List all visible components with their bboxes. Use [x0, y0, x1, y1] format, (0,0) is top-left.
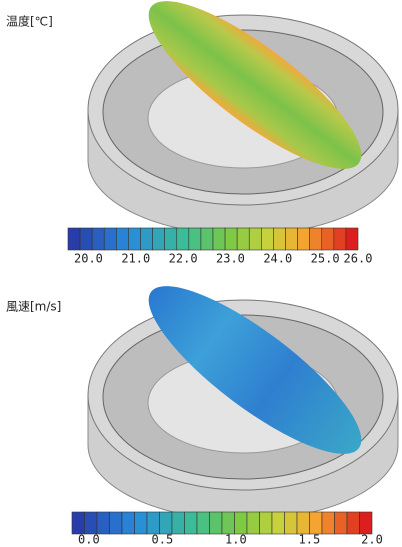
colorbar-segment: [72, 512, 85, 534]
colorbar-segment: [285, 512, 298, 534]
colorbar-segment: [360, 512, 373, 534]
panel-label: 風速[m/s]: [6, 300, 61, 314]
colorbar-segment: [92, 228, 104, 250]
colorbar-tick-label: 0.0: [78, 533, 100, 547]
figure: 20.0 21.0 22.0 23.0 24.0 25.0 26.0 0.0 0.5 1.0 1.5…: [0, 0, 402, 547]
colorbar-segment: [97, 512, 110, 534]
colorbar-segment: [189, 228, 201, 250]
colorbar-segment: [160, 512, 173, 534]
stadium: [88, 261, 398, 520]
colorbar-segment: [322, 512, 335, 534]
colorbar-tick-label: 2.0: [361, 533, 383, 547]
colorbar-segment: [85, 512, 98, 534]
colorbar-segment: [147, 512, 160, 534]
colorbar-tick-label: 20.0: [74, 252, 103, 266]
colorbar-segment: [273, 228, 285, 250]
colorbar-segment: [116, 228, 128, 250]
colorbar-segment: [104, 228, 116, 250]
colorbar-segment: [310, 512, 323, 534]
colorbar-segment: [322, 228, 334, 250]
colorbar-segment: [249, 228, 261, 250]
colorbar-segment: [197, 512, 210, 534]
colorbar-segment: [298, 228, 310, 250]
colorbar-segment: [210, 512, 223, 534]
colorbar-segment: [237, 228, 249, 250]
colorbar-tick-label: 26.0: [344, 252, 373, 266]
colorbar-segment: [165, 228, 177, 250]
colorbar-segment: [261, 228, 273, 250]
colorbar-segment: [235, 512, 248, 534]
colorbar-segment: [260, 512, 273, 534]
colorbar-segment: [172, 512, 185, 534]
colorbar-segment: [297, 512, 310, 534]
colorbar-segment: [225, 228, 237, 250]
colorbar-segment: [222, 512, 235, 534]
colorbar-segment: [201, 228, 213, 250]
colorbar-segment: [141, 228, 153, 250]
colorbar-segment: [213, 228, 225, 250]
colorbar-segment: [334, 228, 346, 250]
colorbar-segment: [122, 512, 135, 534]
colorbar-segment: [286, 228, 298, 250]
colorbar-tick-label: 1.5: [299, 533, 321, 547]
colorbar-segment: [153, 228, 165, 250]
colorbar-segment: [135, 512, 148, 534]
colorbar-segment: [247, 512, 260, 534]
colorbar-segment: [310, 228, 322, 250]
colorbar-tick-label: 23.0: [216, 252, 245, 266]
colorbar-segment: [177, 228, 189, 250]
colorbar-tick-label: 24.0: [263, 252, 292, 266]
colorbar-segment: [80, 228, 92, 250]
colorbar-segment: [272, 512, 285, 534]
colorbar-tick-label: 25.0: [311, 252, 340, 266]
colorbar-segment: [110, 512, 123, 534]
colorbar-tick-label: 21.0: [121, 252, 150, 266]
colorbar-segment: [128, 228, 140, 250]
colorbar-segment: [346, 228, 358, 250]
colorbar-tick-label: 1.0: [225, 533, 247, 547]
colorbar-segment: [335, 512, 348, 534]
colorbar-segment: [185, 512, 198, 534]
colorbar-tick-label: 22.0: [169, 252, 198, 266]
colorbar-segment: [68, 228, 80, 250]
colorbar-segment: [347, 512, 360, 534]
colorbar-tick-label: 0.5: [152, 533, 174, 547]
panel-label: 温度[℃]: [6, 14, 53, 29]
stadium: [88, 0, 398, 235]
